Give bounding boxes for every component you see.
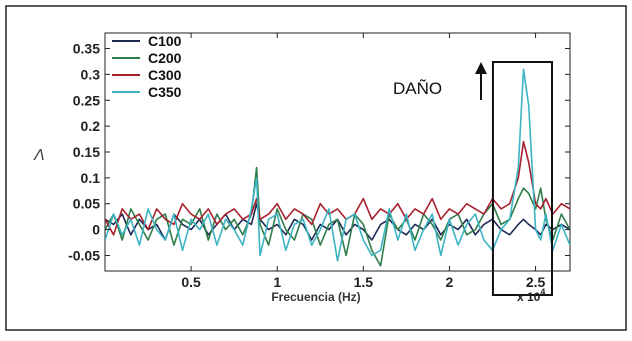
x-tick-label: 1.5 (354, 274, 374, 290)
series-line-c350 (105, 68, 570, 262)
x-tick-label: 2 (446, 274, 454, 290)
y-tick-label: 0.15 (73, 144, 100, 160)
y-tick-label: 0.05 (73, 196, 100, 212)
x-tick-label: 2.5 (526, 274, 546, 290)
y-tick-label: 0.35 (73, 41, 100, 57)
y-tick-label: 0.25 (73, 92, 100, 108)
legend-label-c350: C350 (148, 84, 182, 100)
x-multiplier-exponent: 4 (540, 287, 545, 297)
y-tick-label: 0 (92, 222, 100, 238)
tick-layer: -0.05 0 0.05 0.1 0.15 0.2 0.25 0.3 0.35 0.5 1 1.5 2 2… (68, 33, 570, 290)
x-axis-label: Frecuencia (Hz) (271, 290, 360, 304)
x-tick-label: 1 (273, 274, 281, 290)
x-multiplier-label: x 104 (517, 287, 545, 304)
damage-region-box (491, 61, 554, 296)
y-tick-label: 0.3 (81, 66, 101, 82)
x-multiplier-base: x 10 (517, 290, 541, 304)
damage-label: DAÑO (393, 79, 442, 98)
legend-label-c300: C300 (148, 67, 182, 83)
y-axis-label: Λ (33, 147, 45, 164)
series-line-c300 (105, 140, 570, 236)
series-line-c100 (105, 202, 570, 241)
y-tick-label: 0.1 (81, 170, 101, 186)
legend-label-c100: C100 (148, 33, 182, 49)
x-tick-label: 0.5 (181, 274, 201, 290)
series-layer (105, 68, 570, 267)
y-tick-label: -0.05 (68, 247, 100, 263)
legend-label-c200: C200 (148, 50, 182, 66)
up-arrow-icon (475, 62, 487, 100)
y-tick-label: 0.2 (81, 118, 101, 134)
